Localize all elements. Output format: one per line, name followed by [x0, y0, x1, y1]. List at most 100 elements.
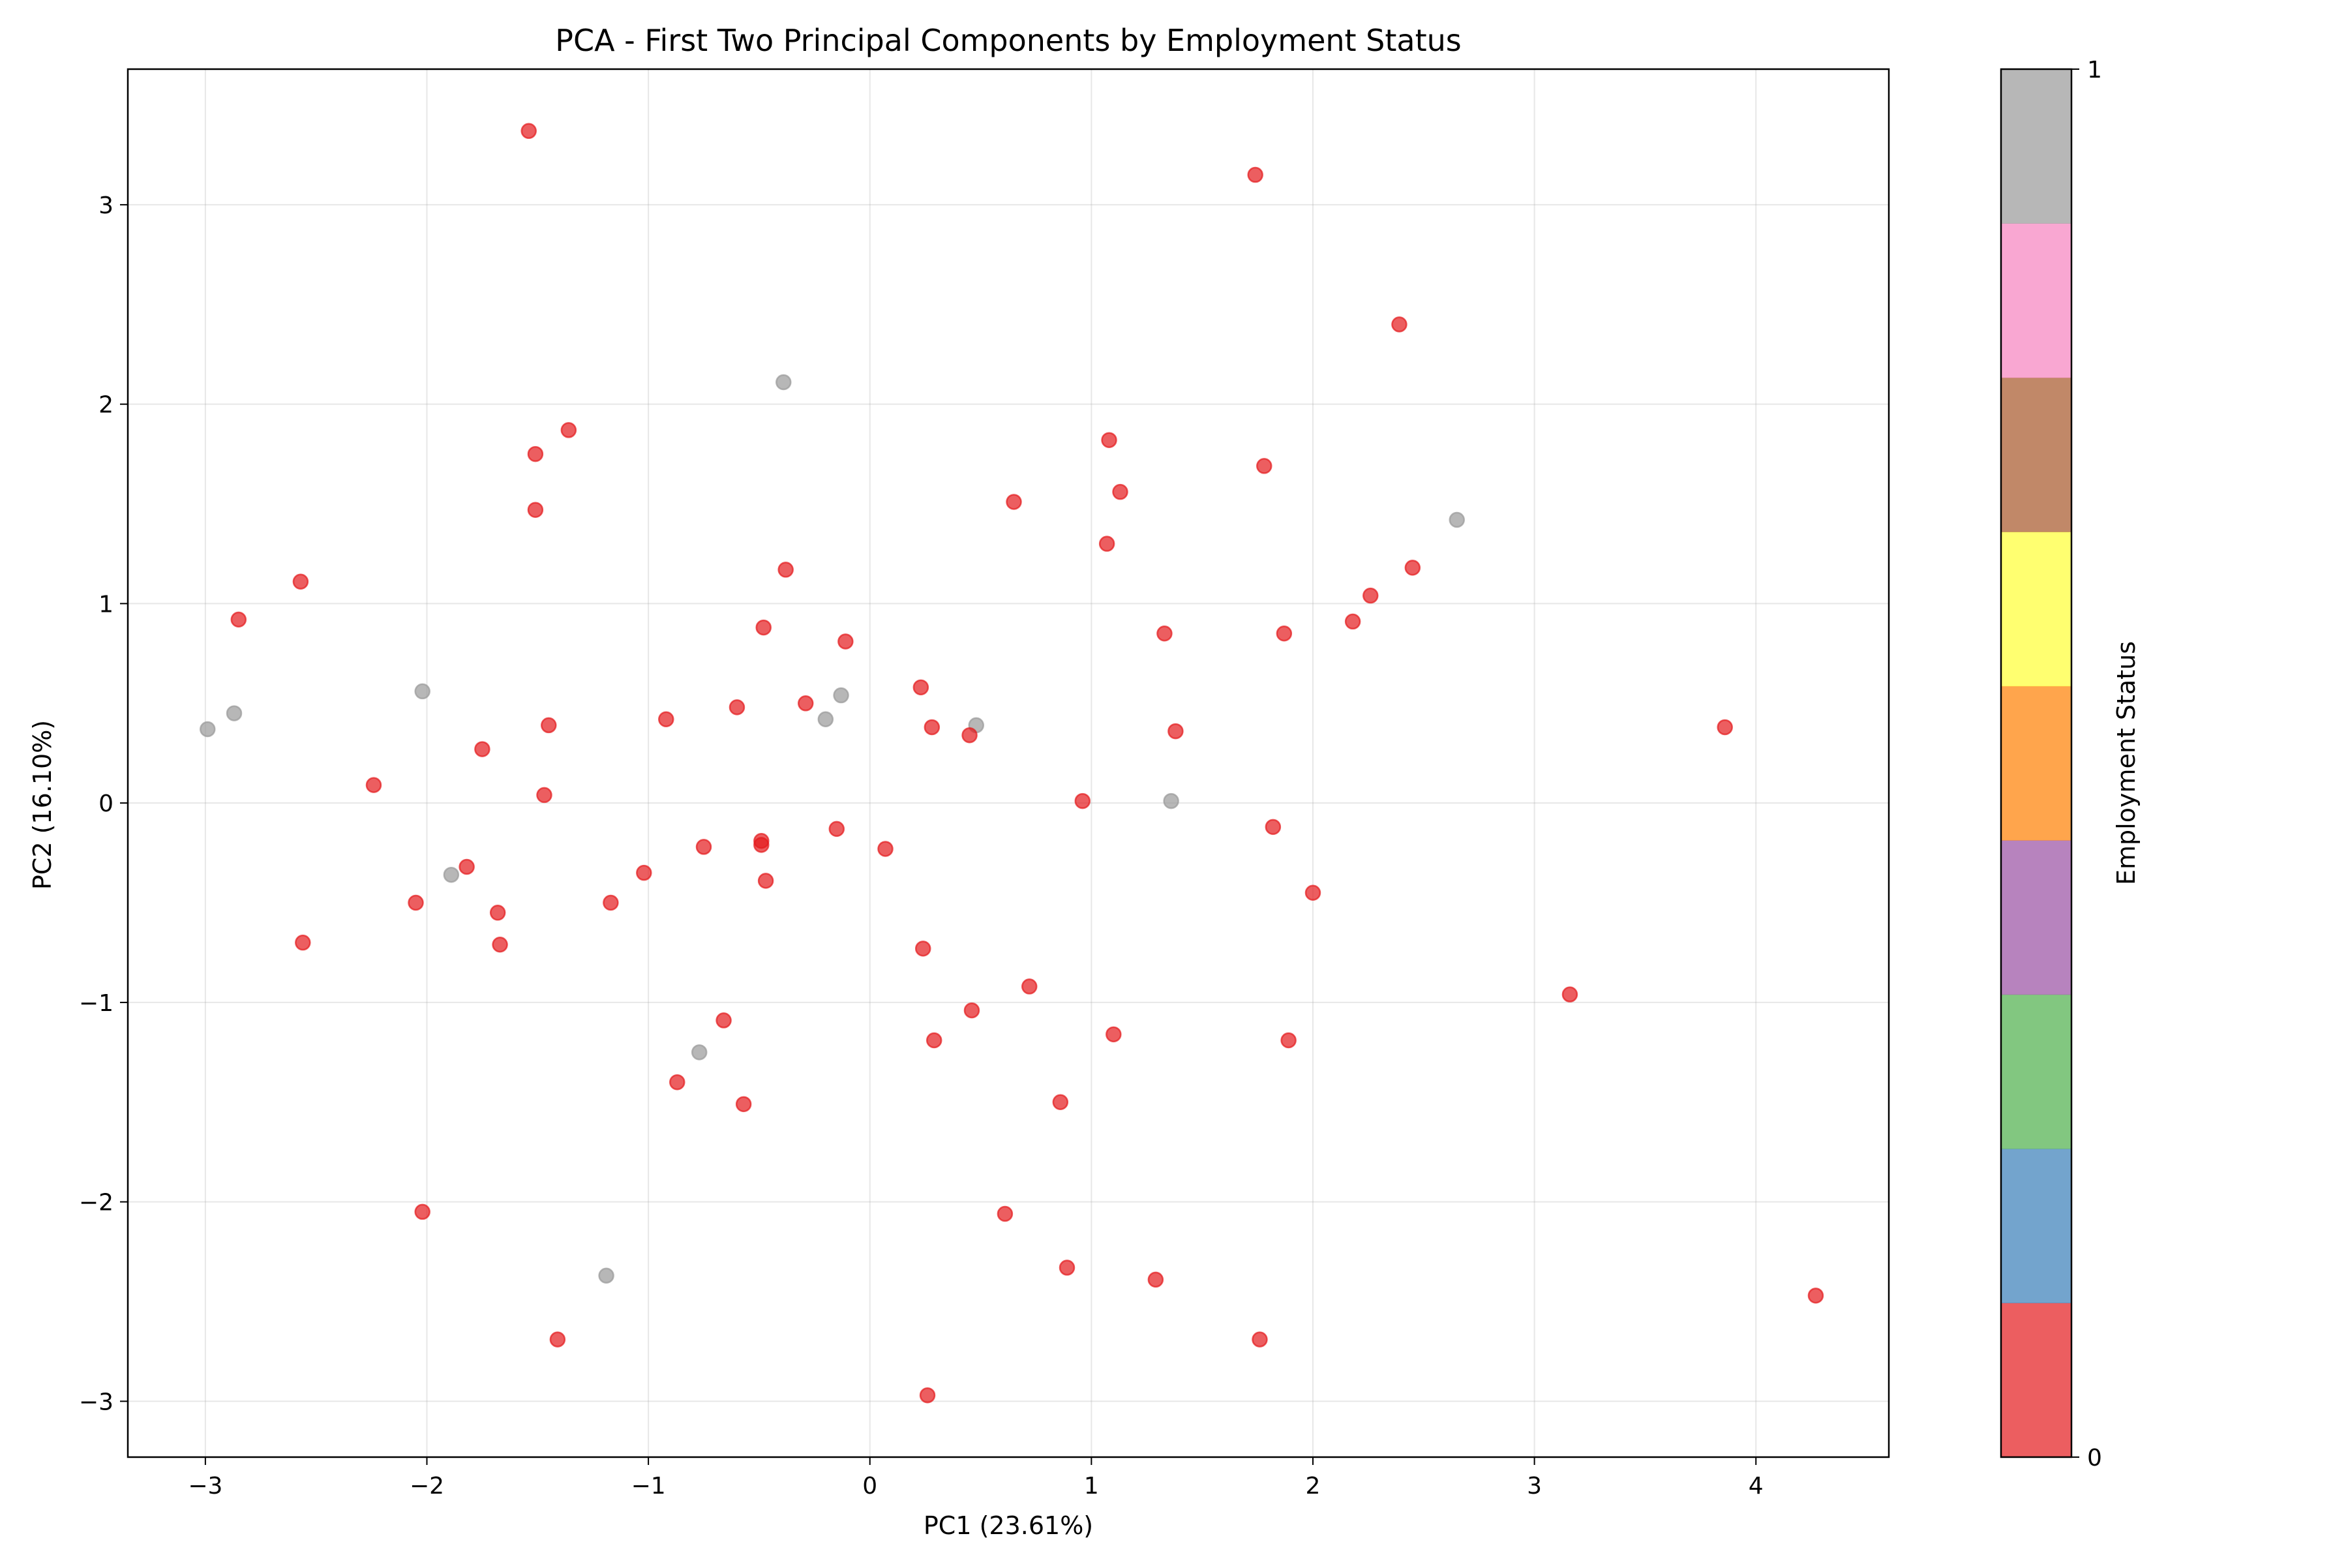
point-status-0: [1276, 626, 1293, 642]
point-status-0: [919, 1387, 936, 1404]
point-status-0: [757, 873, 774, 889]
point-status-1: [414, 683, 430, 700]
colorbar-label: Employment Status: [2112, 641, 2141, 885]
point-status-0: [1112, 483, 1128, 500]
point-status-0: [1147, 1271, 1164, 1288]
point-status-0: [729, 699, 745, 716]
point-status-0: [753, 837, 770, 853]
colorbar-segment: [2001, 377, 2071, 532]
point-status-0: [777, 562, 794, 578]
point-status-0: [1059, 1259, 1076, 1276]
colorbar-segment: [2001, 223, 2071, 378]
x-axis-label: PC1 (23.61%): [924, 1511, 1093, 1540]
point-status-0: [489, 905, 506, 921]
point-status-0: [797, 695, 814, 712]
point-status-0: [1404, 560, 1421, 576]
point-status-0: [603, 894, 619, 911]
point-status-0: [636, 864, 652, 881]
point-status-0: [549, 1331, 566, 1348]
point-status-1: [226, 705, 243, 721]
point-status-0: [492, 936, 508, 953]
point-status-0: [292, 573, 309, 590]
chart-title: PCA - First Two Principal Components by …: [555, 23, 1462, 58]
y-tick-label: 1: [98, 591, 113, 618]
x-tick-label: −1: [631, 1473, 666, 1500]
colorbar-tick-label: 1: [2087, 57, 2102, 83]
point-status-0: [1247, 166, 1263, 183]
point-status-0: [1006, 494, 1022, 510]
y-axis-label: PC2 (16.10%): [28, 720, 57, 890]
x-tick-label: 0: [862, 1473, 877, 1500]
y-tick-label: −2: [79, 1190, 113, 1216]
point-status-0: [1391, 316, 1407, 333]
point-status-0: [1101, 432, 1117, 448]
point-status-0: [924, 719, 941, 736]
x-tick-label: −2: [410, 1473, 444, 1500]
y-tick-label: 3: [98, 192, 113, 219]
point-status-0: [926, 1032, 942, 1049]
point-status-0: [1807, 1288, 1824, 1304]
point-status-0: [1304, 884, 1321, 901]
y-tick-label: 0: [98, 791, 113, 817]
point-status-1: [817, 711, 834, 727]
point-status-0: [474, 741, 490, 757]
x-tick-label: 1: [1084, 1473, 1099, 1500]
grid-lines: [128, 69, 1889, 1457]
colorbar-segment: [2001, 1303, 2071, 1458]
point-status-0: [541, 717, 557, 734]
colorbar-frame: [2000, 68, 2073, 1458]
point-status-1: [1163, 792, 1179, 809]
point-status-0: [230, 611, 247, 628]
point-status-1: [200, 721, 216, 738]
point-status-0: [1561, 986, 1578, 1003]
point-status-0: [1280, 1032, 1297, 1049]
point-status-1: [443, 866, 460, 883]
point-status-0: [1106, 1026, 1122, 1043]
point-status-0: [963, 1002, 980, 1019]
point-status-0: [1252, 1331, 1268, 1348]
point-status-0: [877, 841, 894, 857]
colorbar-segment: [2001, 840, 2071, 995]
point-status-0: [1098, 535, 1115, 552]
point-status-1: [1449, 511, 1465, 528]
point-status-0: [408, 894, 424, 911]
point-status-0: [560, 422, 577, 438]
point-status-0: [961, 727, 978, 744]
point-status-0: [997, 1205, 1014, 1222]
colorbar-segment: [2001, 994, 2071, 1149]
point-status-0: [1156, 626, 1173, 642]
y-tick-label: −1: [79, 990, 113, 1017]
colorbar-tick-label: 0: [2087, 1445, 2102, 1471]
point-status-0: [755, 619, 772, 636]
point-status-0: [695, 839, 712, 855]
point-status-0: [828, 821, 845, 837]
point-status-0: [1167, 723, 1184, 740]
point-status-1: [598, 1267, 614, 1284]
point-status-0: [1074, 792, 1091, 809]
colorbar: 01: [2000, 57, 2102, 1471]
point-status-0: [735, 1096, 752, 1113]
point-status-0: [715, 1012, 732, 1029]
point-status-0: [295, 934, 311, 951]
point-status-0: [1021, 978, 1038, 995]
colorbar-segment: [2001, 686, 2071, 841]
point-status-0: [912, 679, 929, 696]
point-status-1: [691, 1044, 708, 1061]
x-tick-label: 3: [1527, 1473, 1542, 1500]
point-status-0: [1717, 719, 1733, 736]
point-status-0: [1052, 1094, 1069, 1111]
y-tick-label: 2: [98, 392, 113, 419]
point-status-0: [536, 787, 552, 804]
point-status-0: [837, 633, 854, 650]
x-tick-label: 2: [1306, 1473, 1321, 1500]
point-status-0: [365, 777, 382, 793]
scatter-points: [200, 123, 1824, 1404]
point-status-0: [1362, 587, 1379, 604]
point-status-0: [1256, 458, 1272, 474]
point-status-0: [459, 858, 475, 875]
point-status-0: [914, 941, 931, 957]
point-status-0: [520, 123, 537, 140]
